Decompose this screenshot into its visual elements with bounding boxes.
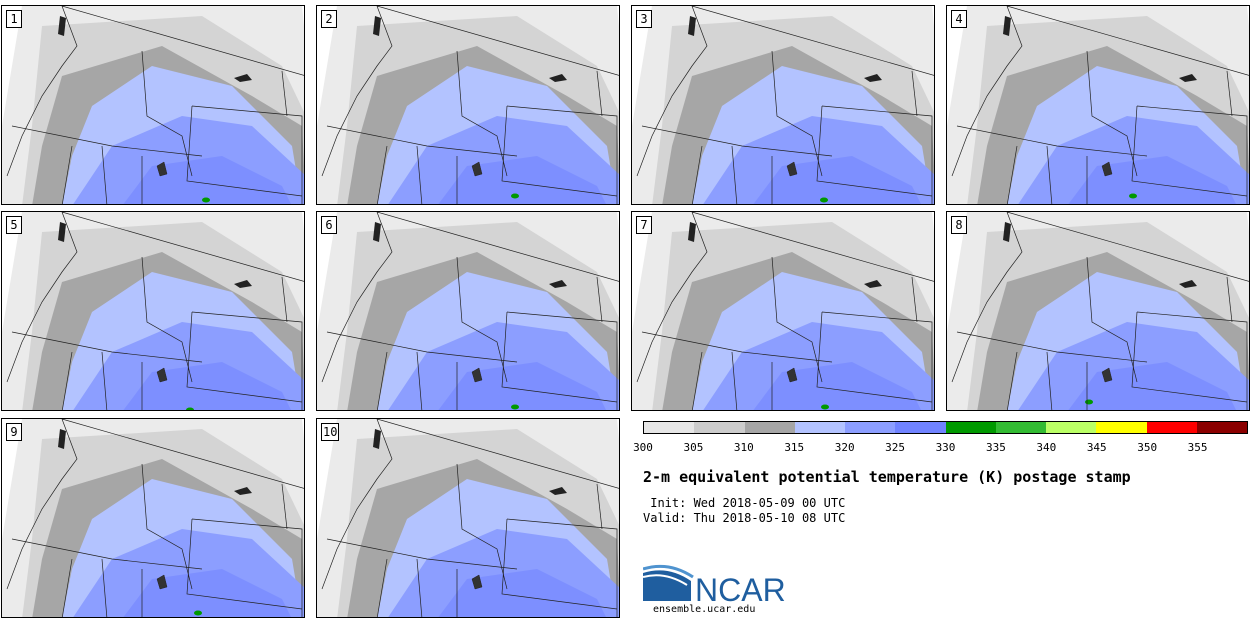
colorbar-segment (1146, 422, 1197, 433)
colorbar-tick-label: 325 (885, 441, 906, 454)
map-panel-7: 7 (631, 211, 935, 411)
colorbar-tick-label: 355 (1187, 441, 1208, 454)
colorbar-segment (945, 422, 996, 433)
colorbar-tick-label: 310 (733, 441, 754, 454)
theta-e-map (947, 212, 1249, 410)
colorbar-segment (895, 422, 946, 433)
theta-e-map (317, 419, 619, 617)
valid-time: Valid: Thu 2018-05-10 08 UTC (643, 511, 846, 525)
panel-number: 4 (951, 10, 967, 28)
theta-e-map (632, 6, 934, 204)
ncar-logo: NCAR (642, 563, 793, 609)
theta-e-map (947, 6, 1249, 204)
colorbar-tick-label: 345 (1086, 441, 1107, 454)
colorbar-segment (1046, 422, 1097, 433)
colorbar-tick-label: 305 (683, 441, 704, 454)
colorbar-segment (744, 422, 795, 433)
map-panel-9: 9 (1, 418, 305, 618)
theta-e-map (2, 419, 304, 617)
colorbar (643, 421, 1248, 434)
map-panel-10: 10 (316, 418, 620, 618)
colorbar-segment (794, 422, 845, 433)
colorbar-segment (1096, 422, 1147, 433)
panel-number: 7 (636, 216, 652, 234)
map-panel-8: 8 (946, 211, 1250, 411)
colorbar-tick-label: 340 (1036, 441, 1057, 454)
colorbar-tick-label: 335 (985, 441, 1006, 454)
panel-number: 2 (321, 10, 337, 28)
panel-number: 5 (6, 216, 22, 234)
map-panel-3: 3 (631, 5, 935, 205)
map-panel-1: 1 (1, 5, 305, 205)
map-panel-4: 4 (946, 5, 1250, 205)
logo-text: NCAR (695, 572, 786, 605)
colorbar-tick-label: 315 (784, 441, 805, 454)
map-panel-6: 6 (316, 211, 620, 411)
map-panel-2: 2 (316, 5, 620, 205)
colorbar-segment (694, 422, 745, 433)
theta-e-map (2, 212, 304, 410)
panel-number: 10 (321, 423, 340, 441)
colorbar-segment (1196, 422, 1247, 433)
colorbar-tick-label: 350 (1137, 441, 1158, 454)
panel-number: 6 (321, 216, 337, 234)
page-title: 2-m equivalent potential temperature (K)… (643, 468, 1131, 486)
panel-number: 8 (951, 216, 967, 234)
ensemble-url: ensemble.ucar.edu (653, 604, 756, 615)
colorbar-segment (995, 422, 1046, 433)
colorbar-tick-label: 320 (834, 441, 855, 454)
map-panel-5: 5 (1, 211, 305, 411)
colorbar-segment (845, 422, 896, 433)
theta-e-map (2, 6, 304, 204)
panel-number: 3 (636, 10, 652, 28)
init-time: Init: Wed 2018-05-09 00 UTC (643, 496, 846, 510)
colorbar-segment (644, 422, 695, 433)
theta-e-map (317, 212, 619, 410)
theta-e-map (632, 212, 934, 410)
colorbar-tick-label: 300 (633, 441, 653, 454)
panel-number: 1 (6, 10, 22, 28)
colorbar-tick-label: 330 (935, 441, 956, 454)
panel-number: 9 (6, 423, 22, 441)
theta-e-map (317, 6, 619, 204)
